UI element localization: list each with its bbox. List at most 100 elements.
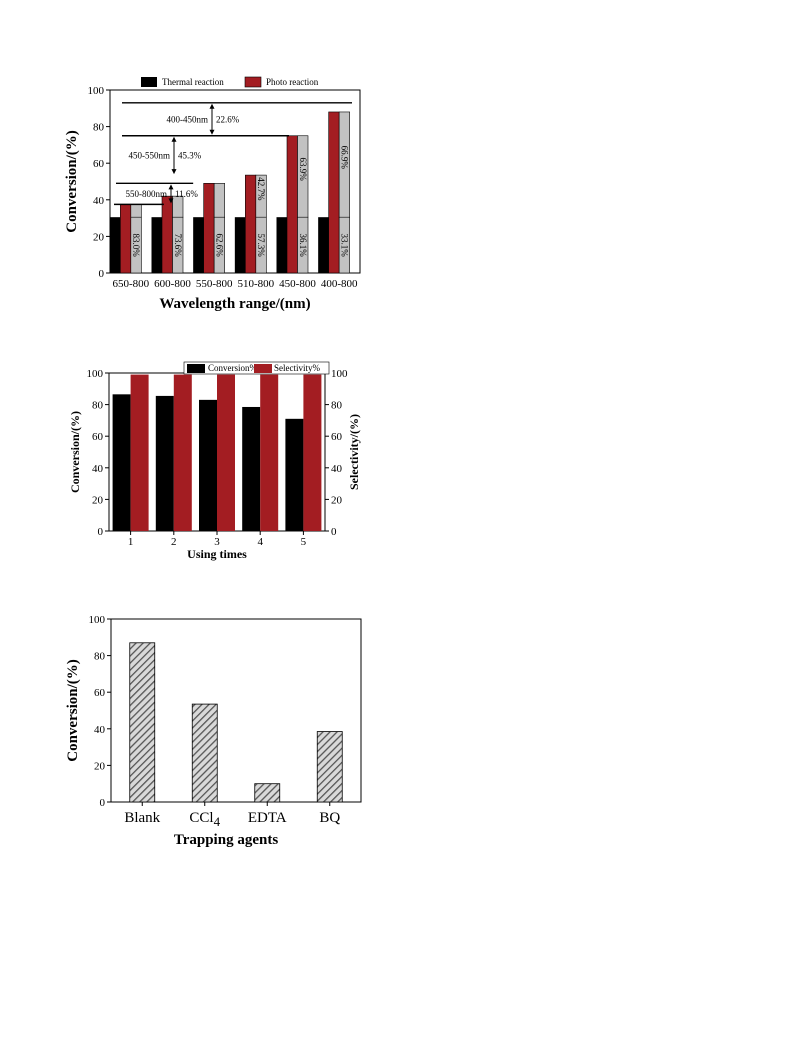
stack-bar-upper [213,183,225,218]
legend-swatch-thermal [141,77,157,87]
y-axis-title: Conversion/(%) [68,411,82,493]
x-tick-label: 550-800 [196,278,233,290]
bracket-percent-label: 22.6% [216,114,240,124]
photo-bar [161,195,173,274]
x-tick-label: 5 [301,536,307,548]
conversion-bar [112,394,131,531]
y-tick-label: 80 [93,122,105,134]
y-tick-label: 40 [93,195,105,207]
legend-label-photo: Photo reaction [266,77,319,87]
selectivity-bar [217,374,235,531]
x-tick-label: 1 [128,536,134,548]
bracket-arrow-head-up [168,184,174,190]
legend-swatch-photo [244,76,262,88]
x-tick-label: 4 [257,536,263,548]
x-tick-label: 510-800 [237,278,274,290]
y-tick-label: 40 [92,463,104,475]
photo-bar [203,183,215,274]
photo-bar [245,174,257,274]
y-tick-label: 0 [98,526,104,538]
legend-label-thermal: Thermal reaction [162,77,224,87]
stack-bar-upper [255,174,267,218]
conversion-bar [285,418,304,531]
thermal-bar [109,217,121,273]
selectivity-bar [303,374,322,531]
y2-tick-label: 80 [331,400,343,412]
plot-frame [110,618,362,803]
y-tick-label: 60 [94,687,106,699]
bracket-range-label: 550-800nm [126,189,168,199]
y-tick-label: 20 [93,231,105,243]
bracket-percent-label: 45.3% [178,150,202,160]
stack-bar-upper [297,135,309,218]
conversion-bar [242,406,261,531]
stack-bar-upper [172,195,184,218]
y-tick-label: 80 [94,651,106,663]
photo-percent-label: 66.9% [339,146,349,170]
thermal-bar [234,217,246,273]
conversion-bar [199,399,217,531]
stack-percent-label: 36.1% [298,233,308,257]
y2-tick-label: 100 [331,368,348,380]
y-axis-title: Conversion/(%) [65,659,81,762]
x-tick-label: CCl4 [189,810,220,829]
bracket-arrow-head-down [168,198,174,204]
y-tick-label: 100 [88,85,105,97]
y-axis-title: Conversion/(%) [64,130,80,233]
conversion-bar [191,703,218,803]
x-axis-title: Using times [187,547,247,561]
selectivity-bar [130,374,149,531]
y2-tick-label: 20 [331,494,343,506]
bracket-arrow-head-up [209,103,215,109]
bracket-arrow-head-down [209,129,215,135]
photo-bar [328,111,340,274]
legend-label-conversion: Conversion% [208,363,257,373]
chart-trapping-agents: 0 20 40 60 80 100 Blank CCl4 EDTA BQ Conversion/(%… [65,614,362,848]
y2-tick-label: 60 [331,431,343,443]
stack-bar-upper [130,204,142,218]
stack-percent-label: 83.0% [131,233,141,257]
x-tick-label: 600-800 [154,278,191,290]
legend-swatch-selectivity [254,364,272,373]
y-tick-label: 20 [92,494,104,506]
x-tick-label: BQ [319,810,340,826]
y-tick-label: 40 [94,724,106,736]
photo-percent-label: 63.9% [298,158,308,182]
stack-percent-label: 62.6% [214,233,224,257]
bracket-range-label: 400-450nm [167,114,209,124]
chart-using-times: 0 0 20 20 40 40 60 60 80 80 100 100 1 2 3 4 5 Conversion%… [68,361,361,561]
thermal-bar [318,217,329,273]
thermal-bar [276,217,287,273]
conversion-bar [155,395,174,531]
y-tick-label: 20 [94,760,106,772]
stack-bar-upper [338,111,350,218]
conversion-bar [254,783,281,803]
y-tick-label: 80 [92,400,104,412]
y2-tick-label: 0 [331,526,337,538]
x-tick-label: 450-800 [279,278,316,290]
y2-tick-label: 40 [331,463,343,475]
legend-label-selectivity: Selectivity% [274,363,320,373]
selectivity-bar [260,374,279,531]
y-tick-label: 100 [87,368,104,380]
legend-swatch-conversion [187,364,205,373]
chart-wavelength-range: 0 20 40 60 80 100 83.0% 650-800 73.6% 600-800 62.6… [64,76,361,312]
y-tick-label: 0 [99,268,105,280]
x-tick-label: 2 [171,536,177,548]
bracket-range-label: 450-550nm [129,150,171,160]
x-axis-title: Trapping agents [174,832,278,848]
stack-percent-label: 73.6% [173,233,183,257]
x-tick-label: 3 [214,536,220,548]
y2-axis-title: Selectivity/(%) [347,414,361,490]
bracket-percent-label: 11.6% [175,189,198,199]
x-tick-label: 650-800 [112,278,149,290]
photo-percent-label: 42.7% [256,177,266,201]
x-tick-label: Blank [124,810,160,826]
photo-bar [120,204,132,274]
bracket-arrow-head-up [171,136,177,142]
stack-percent-label: 57.3% [256,233,266,257]
thermal-bar [151,217,162,273]
y-tick-label: 100 [89,614,106,626]
conversion-bar [129,642,156,803]
selectivity-bar [173,374,192,531]
